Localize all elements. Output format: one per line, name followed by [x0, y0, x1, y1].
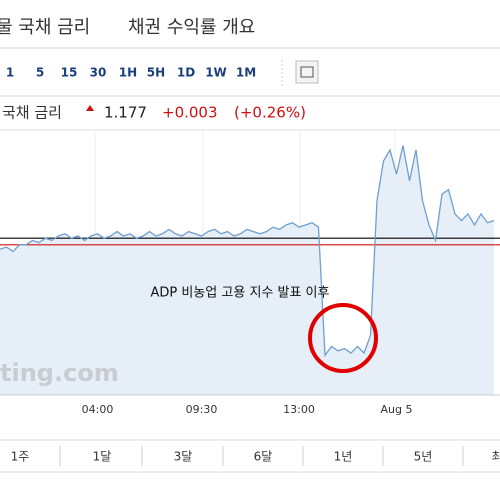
overlay: [308, 303, 378, 373]
chart: ting.com ADP 비농업 고용 지수 발표 이후 04:00 09:30 13:…: [0, 130, 500, 416]
area: [0, 145, 494, 395]
quote-change: +0.003: [162, 104, 218, 122]
quote-price: 1.177: [104, 104, 147, 122]
settings-icon[interactable]: [295, 60, 319, 84]
x-tick-label: 09:30: [186, 403, 218, 416]
interval-button[interactable]: 1H: [119, 66, 137, 80]
up-marker: [86, 105, 94, 111]
quote: 국채 금리 1.177 +0.003 (+0.26%): [0, 104, 500, 131]
period-tab[interactable]: 1달: [93, 450, 112, 464]
annotation: ADP 비농업 고용 지수 발표 이후: [151, 286, 330, 301]
interval-button[interactable]: 5: [36, 66, 44, 80]
price-line: [0, 145, 495, 358]
quote-name: 국채 금리: [2, 104, 62, 122]
watermark: ting.com: [0, 359, 119, 387]
header-tab[interactable]: 채권 수익률 개요: [128, 17, 255, 38]
toolbar: 1 5 15 30 1H 5H 1D 1W 1M: [0, 60, 500, 97]
highlight-circle: [308, 303, 378, 373]
period-tab[interactable]: 1주: [11, 450, 30, 464]
x-tick-label: 04:00: [82, 403, 114, 416]
period-tab[interactable]: 3달: [174, 450, 193, 464]
interval-button[interactable]: 1D: [177, 66, 195, 80]
period-tab[interactable]: 5년: [414, 450, 433, 464]
interval-button[interactable]: 30: [90, 66, 107, 80]
interval-button[interactable]: 5H: [147, 66, 165, 80]
interval-button[interactable]: 1W: [205, 66, 227, 80]
interval-button[interactable]: 15: [61, 66, 78, 80]
interval-button[interactable]: 1: [6, 66, 14, 80]
period-tab[interactable]: 1년: [334, 450, 353, 464]
period-tab[interactable]: 최: [491, 450, 500, 464]
x-tick-label: 13:00: [283, 403, 315, 416]
icon-glyph: [300, 66, 314, 78]
period-tab[interactable]: 6달: [254, 450, 273, 464]
interval-button[interactable]: 1M: [236, 66, 256, 80]
header: 물 국채 금리 채권 수익률 개요: [0, 17, 500, 49]
header-tab[interactable]: 물 국채 금리: [0, 17, 90, 38]
quote-change-pct: (+0.26%): [234, 104, 306, 122]
period-tabs: 1주 1달 3달 6달 1년 5년 최: [0, 439, 500, 473]
x-tick-label: Aug 5: [381, 403, 413, 416]
